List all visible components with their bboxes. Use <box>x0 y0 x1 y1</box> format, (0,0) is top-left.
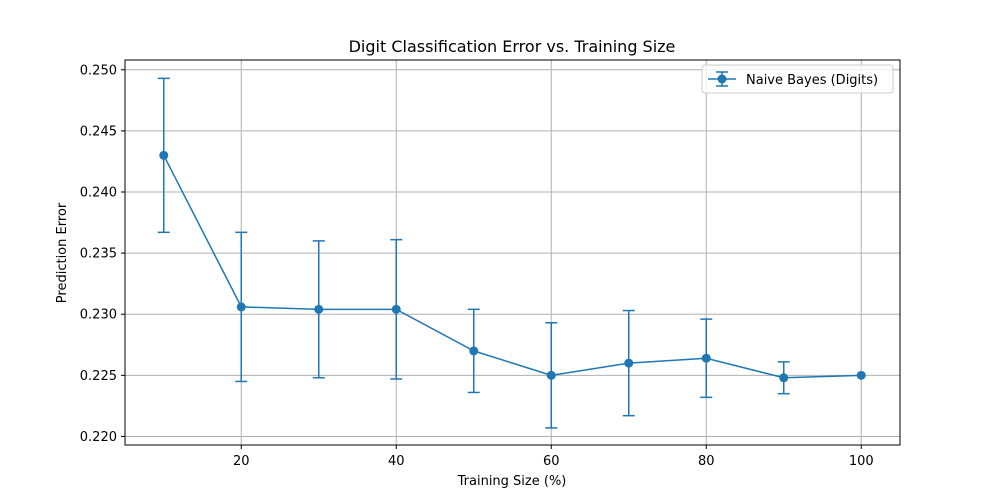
series-line <box>163 154 862 379</box>
grid <box>125 60 900 445</box>
x-tick-label: 40 <box>388 454 405 469</box>
y-tick-label: 0.220 <box>80 430 117 445</box>
y-tick-label: 0.225 <box>80 369 117 384</box>
data-point <box>779 373 789 383</box>
data-point <box>236 302 246 312</box>
series-layer <box>157 77 866 429</box>
y-axis-label: Prediction Error <box>55 202 70 303</box>
legend-box <box>701 64 894 94</box>
x-tick-label: 20 <box>233 454 250 469</box>
plot-frame <box>124 59 901 446</box>
y-tick-label: 0.230 <box>80 308 117 323</box>
x-axis-label: Training Size (%) <box>457 474 567 489</box>
legend-marker <box>708 71 736 87</box>
x-tick-label: 60 <box>543 454 560 469</box>
y-tick-label: 0.245 <box>80 124 117 139</box>
chart-title: Digit Classification Error vs. Training … <box>349 37 676 56</box>
x-tick-label: 80 <box>698 454 715 469</box>
data-point <box>159 150 169 160</box>
data-point <box>314 304 324 314</box>
data-point <box>469 346 479 356</box>
data-point <box>546 370 556 380</box>
legend-point <box>717 74 727 84</box>
y-tick-label: 0.250 <box>80 63 117 78</box>
y-tick-label: 0.235 <box>80 247 117 262</box>
data-point <box>391 304 401 314</box>
x-tick-label: 100 <box>849 454 874 469</box>
y-tick-label: 0.240 <box>80 186 117 201</box>
legend-entry-naive-bayes: Naive Bayes (Digits) <box>746 73 878 88</box>
data-point <box>856 370 866 380</box>
data-point <box>624 358 634 368</box>
legend: Naive Bayes (Digits) <box>701 64 894 94</box>
x-axis-ticks: 20 40 60 80 100 <box>233 445 874 469</box>
y-axis-ticks: 0.220 0.225 0.230 0.235 0.240 0.245 0.250 <box>80 63 125 445</box>
data-point <box>701 353 711 363</box>
